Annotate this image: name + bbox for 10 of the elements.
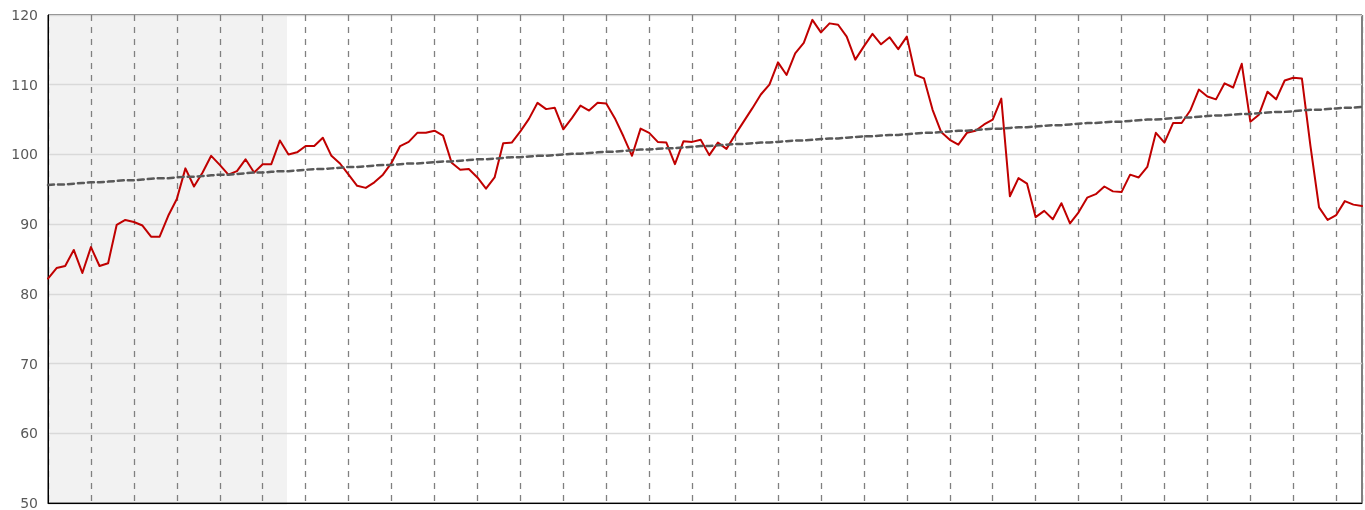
- y-tick-label: 100: [11, 146, 38, 163]
- y-tick-label: 120: [11, 7, 38, 23]
- y-tick-label: 70: [20, 355, 38, 372]
- line-series: [46, 105, 1364, 187]
- y-tick-label: 110: [11, 76, 38, 93]
- y-tick-label: 60: [20, 425, 38, 442]
- line-series: [47, 18, 1363, 280]
- y-tick-label: 80: [20, 285, 38, 302]
- y-tick-label: 50: [20, 495, 38, 510]
- y-tick-label: 90: [20, 216, 38, 233]
